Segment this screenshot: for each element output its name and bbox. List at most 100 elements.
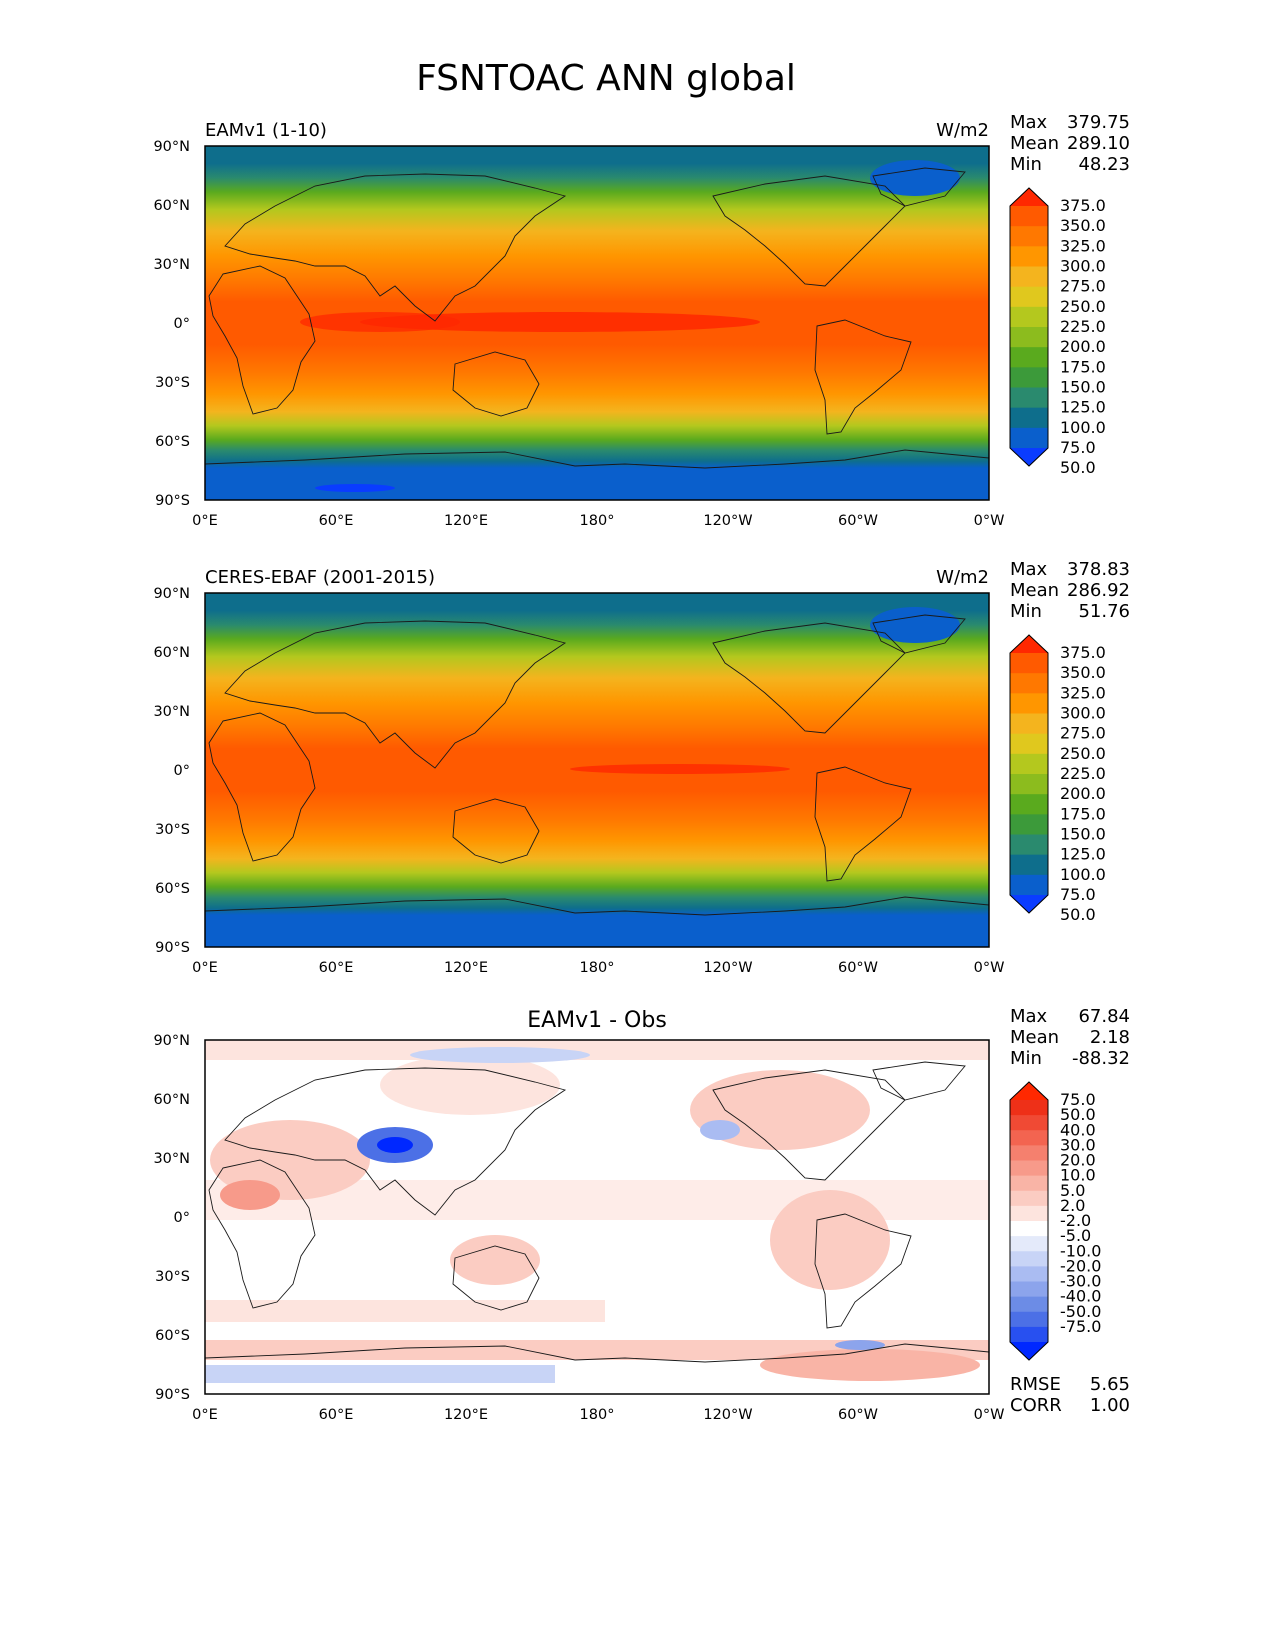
stat-value: 289.10 bbox=[1067, 133, 1130, 154]
stat-label: Min bbox=[1010, 1048, 1042, 1069]
colorbar-label: -5.0 bbox=[1060, 1226, 1091, 1245]
colorbar-label: 125.0 bbox=[1060, 845, 1106, 864]
colorbar-label: 20.0 bbox=[1060, 1151, 1096, 1170]
stat-label: Max bbox=[1010, 112, 1048, 133]
x-tick: 60°W bbox=[838, 513, 878, 529]
y-tick: 60°N bbox=[153, 645, 190, 661]
stat-value: -88.32 bbox=[1072, 1048, 1130, 1069]
rmse-label: RMSE bbox=[1010, 1374, 1061, 1395]
stat-label: Max bbox=[1010, 1006, 1048, 1027]
y-tick: 30°N bbox=[153, 257, 190, 273]
colorbar-outline bbox=[1009, 634, 1049, 914]
colorbar-label: 75.0 bbox=[1060, 438, 1096, 457]
colorbar-label: -20.0 bbox=[1060, 1256, 1101, 1275]
x-tick: 0°E bbox=[192, 960, 218, 976]
colorbar-label: 300.0 bbox=[1060, 257, 1106, 276]
panel-2-y-ticks: 90°N 60°N 30°N 0° 30°S 60°S 90°S bbox=[153, 586, 190, 956]
colorbar-swatch bbox=[1010, 854, 1048, 876]
colorbar-swatch bbox=[1010, 653, 1048, 674]
panel-model: EAMv1 (1-10) W/m2 90°N 60°N 30°N 0° 30°S… bbox=[153, 112, 1130, 529]
colorbar-swatch bbox=[1010, 1326, 1048, 1343]
colorbar-label: 175.0 bbox=[1060, 357, 1106, 376]
colorbar-swatch bbox=[1010, 1190, 1048, 1207]
colorbar-swatch bbox=[1010, 1311, 1048, 1328]
colorbar-swatch bbox=[1010, 1251, 1048, 1267]
colorbar-swatch bbox=[1010, 1266, 1048, 1282]
panel-obs: CERES-EBAF (2001-2015) W/m2 90°N 60°N 30… bbox=[153, 559, 1130, 976]
stat-label: Mean bbox=[1010, 580, 1059, 601]
colorbar-swatch bbox=[1010, 367, 1048, 388]
colorbar-swatch bbox=[1010, 814, 1048, 835]
colorbar-extend-top bbox=[1010, 635, 1048, 653]
colorbar-swatch bbox=[1010, 1100, 1048, 1116]
stat-value: 48.23 bbox=[1078, 154, 1130, 175]
stat-label: Max bbox=[1010, 559, 1048, 580]
stat-value: 286.92 bbox=[1067, 580, 1130, 601]
x-tick: 120°E bbox=[444, 513, 488, 529]
stat-label: Min bbox=[1010, 601, 1042, 622]
colorbar-label: 225.0 bbox=[1060, 764, 1106, 783]
x-tick: 180° bbox=[580, 960, 615, 976]
colorbar-swatch bbox=[1010, 1296, 1048, 1313]
colorbar-extend-bottom bbox=[1010, 1342, 1048, 1360]
colorbar-swatch bbox=[1010, 1236, 1048, 1252]
colorbar-label: 150.0 bbox=[1060, 378, 1106, 397]
colorbar-swatch bbox=[1010, 347, 1048, 368]
colorbar-label: 50.0 bbox=[1060, 1105, 1096, 1124]
x-tick: 0°E bbox=[192, 513, 218, 529]
colorbar-swatch bbox=[1010, 387, 1048, 409]
y-tick: 0° bbox=[174, 763, 190, 779]
y-tick: 90°S bbox=[155, 940, 190, 956]
x-tick: 0°W bbox=[974, 960, 1005, 976]
colorbar-label: 325.0 bbox=[1060, 236, 1106, 255]
colorbar-label: 100.0 bbox=[1060, 418, 1106, 437]
colorbar-swatch bbox=[1010, 733, 1048, 755]
colorbar-label: 75.0 bbox=[1060, 885, 1096, 904]
panel-3-map bbox=[205, 1040, 989, 1394]
panel-1-title: EAMv1 (1-10) bbox=[205, 120, 327, 141]
colorbar-label: 300.0 bbox=[1060, 704, 1106, 723]
colorbar-swatch bbox=[1010, 693, 1048, 714]
panel-3-frame bbox=[204, 1039, 990, 1395]
corr-value: 1.00 bbox=[1090, 1395, 1130, 1416]
colorbar-label: 100.0 bbox=[1060, 865, 1106, 884]
stat-label: Min bbox=[1010, 154, 1042, 175]
colorbar-label: 250.0 bbox=[1060, 744, 1106, 763]
panel-1-x-ticks: 0°E 60°E 120°E 180° 120°W 60°W 0°W bbox=[192, 513, 1004, 529]
colorbar-swatch bbox=[1010, 407, 1048, 429]
stat-value: 379.75 bbox=[1067, 112, 1130, 133]
panel-3-y-ticks: 90°N 60°N 30°N 0° 30°S 60°S 90°S bbox=[153, 1033, 190, 1403]
colorbar-label: 225.0 bbox=[1060, 317, 1106, 336]
y-tick: 0° bbox=[174, 1210, 190, 1226]
colorbar-swatch bbox=[1010, 206, 1048, 227]
colorbar-outline bbox=[1009, 1081, 1049, 1361]
x-tick: 120°E bbox=[444, 1407, 488, 1423]
colorbar-swatch bbox=[1010, 226, 1048, 247]
panel-3-colorbar: 75.050.040.030.020.010.05.02.0-2.0-5.0-1… bbox=[1009, 1081, 1101, 1361]
colorbar-swatch bbox=[1010, 1175, 1048, 1192]
panel-2-frame bbox=[204, 592, 990, 948]
x-tick: 180° bbox=[580, 513, 615, 529]
y-tick: 90°S bbox=[155, 493, 190, 509]
colorbar-swatch bbox=[1010, 1281, 1048, 1298]
colorbar-outline bbox=[1009, 187, 1049, 467]
x-tick: 0°W bbox=[974, 1407, 1005, 1423]
colorbar-extend-top bbox=[1010, 188, 1048, 206]
y-tick: 30°N bbox=[153, 1151, 190, 1167]
colorbar-swatch bbox=[1010, 753, 1048, 775]
colorbar-label: -10.0 bbox=[1060, 1241, 1101, 1260]
x-tick: 120°W bbox=[703, 1407, 752, 1423]
colorbar-swatch bbox=[1010, 713, 1048, 735]
colorbar-swatch bbox=[1010, 774, 1048, 795]
colorbar-swatch bbox=[1010, 794, 1048, 815]
x-tick: 180° bbox=[580, 1407, 615, 1423]
y-tick: 90°S bbox=[155, 1387, 190, 1403]
colorbar-label: 175.0 bbox=[1060, 804, 1106, 823]
x-tick: 120°W bbox=[703, 513, 752, 529]
panel-3-x-ticks: 0°E 60°E 120°E 180° 120°W 60°W 0°W bbox=[192, 1407, 1004, 1423]
colorbar-label: 10.0 bbox=[1060, 1166, 1096, 1185]
stat-label: Mean bbox=[1010, 1027, 1059, 1048]
